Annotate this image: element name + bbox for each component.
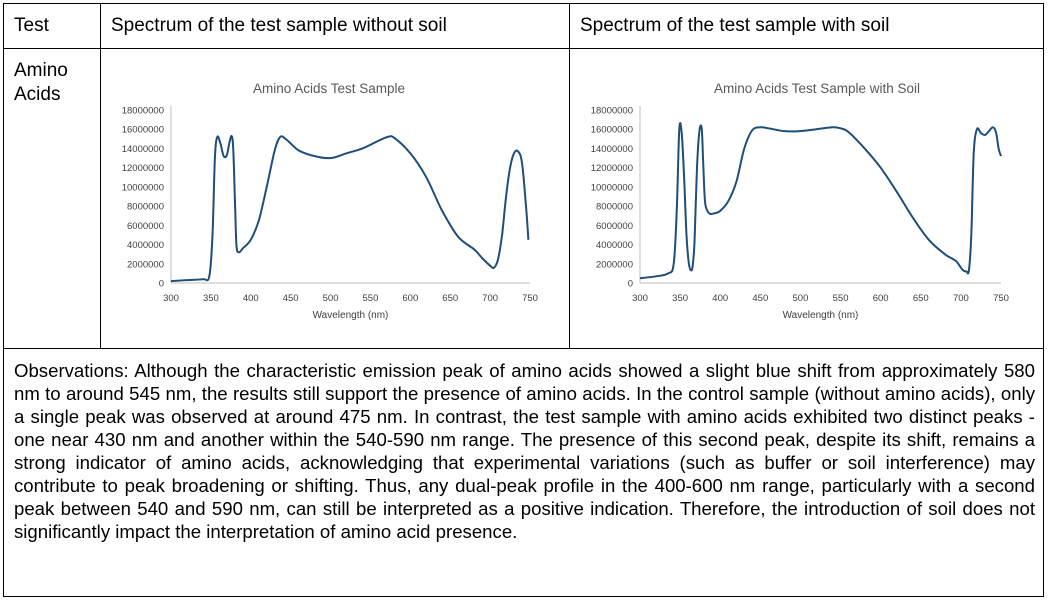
y-tick-label: 6000000 (596, 221, 633, 232)
chart-title: Amino Acids Test Sample with Soil (714, 81, 920, 96)
x-tick-label: 400 (243, 293, 259, 304)
x-tick-label: 500 (323, 293, 339, 304)
chart-without-soil: Amino Acids Test Sample 0 2000000 4000000 60… (122, 81, 538, 321)
spectrum-series-line (170, 134, 530, 283)
chart-title: Amino Acids Test Sample (253, 81, 405, 96)
x-tick-label: 750 (993, 293, 1009, 304)
x-tick-label: 550 (363, 293, 379, 304)
amino-acids-row: Amino Acids Amino Acids Test Sample 0 2000… (3, 48, 1044, 349)
y-tick-label: 16000000 (122, 125, 164, 136)
y-tick-label: 14000000 (591, 144, 633, 155)
x-tick-label: 400 (712, 293, 728, 304)
observations-text: Observations: Although the characteristi… (3, 348, 1044, 597)
header-with-soil: Spectrum of the test sample with soil (569, 3, 1044, 49)
spectrum-series-line (639, 121, 1002, 280)
y-tick-label: 18000000 (122, 106, 164, 117)
observation-table: Test Spectrum of the test sample without… (3, 3, 1044, 597)
x-tick-label: 300 (632, 293, 648, 304)
header-row: Test Spectrum of the test sample without… (3, 3, 1044, 49)
x-tick-label: 650 (442, 293, 458, 304)
y-tick-label: 16000000 (591, 125, 633, 136)
row-label-text: Amino Acids (14, 60, 68, 105)
y-tick-label: 4000000 (596, 240, 633, 251)
y-tick-label: 14000000 (122, 144, 164, 155)
x-tick-label: 450 (283, 293, 299, 304)
y-tick-label: 2000000 (596, 259, 633, 270)
x-axis-label: Wavelength (nm) (783, 310, 859, 321)
x-tick-label: 350 (203, 293, 219, 304)
header-without-soil: Spectrum of the test sample without soil (100, 3, 570, 49)
x-tick-label: 350 (672, 293, 688, 304)
x-tick-label: 600 (402, 293, 418, 304)
chart-cell-without-soil: Amino Acids Test Sample 0 2000000 4000000 60… (100, 48, 570, 349)
y-tick-label: 10000000 (122, 182, 164, 193)
x-tick-label: 550 (833, 293, 849, 304)
x-tick-label: 750 (522, 293, 538, 304)
y-tick-label: 0 (628, 279, 633, 290)
x-tick-label: 650 (913, 293, 929, 304)
row-label-amino-acids: Amino Acids (3, 48, 101, 349)
chart-with-soil: Amino Acids Test Sample with Soil 0 200000… (591, 81, 1009, 321)
x-tick-label: 700 (482, 293, 498, 304)
x-axis-label: Wavelength (nm) (313, 310, 389, 321)
y-tick-label: 12000000 (591, 163, 633, 174)
y-tick-label: 8000000 (127, 202, 164, 213)
y-tick-label: 2000000 (127, 259, 164, 270)
y-tick-label: 6000000 (127, 221, 164, 232)
x-tick-label: 500 (793, 293, 809, 304)
y-tick-label: 0 (159, 279, 164, 290)
y-tick-label: 18000000 (591, 106, 633, 117)
observations-row: Observations: Although the characteristi… (3, 348, 1044, 597)
x-tick-label: 600 (873, 293, 889, 304)
x-tick-label: 450 (752, 293, 768, 304)
y-tick-label: 10000000 (591, 182, 633, 193)
x-tick-label: 700 (953, 293, 969, 304)
chart-cell-with-soil: Amino Acids Test Sample with Soil 0 200000… (569, 48, 1044, 349)
header-test: Test (3, 3, 101, 49)
x-tick-label: 300 (163, 293, 179, 304)
y-tick-label: 8000000 (596, 202, 633, 213)
y-tick-label: 4000000 (127, 240, 164, 251)
y-tick-label: 12000000 (122, 163, 164, 174)
